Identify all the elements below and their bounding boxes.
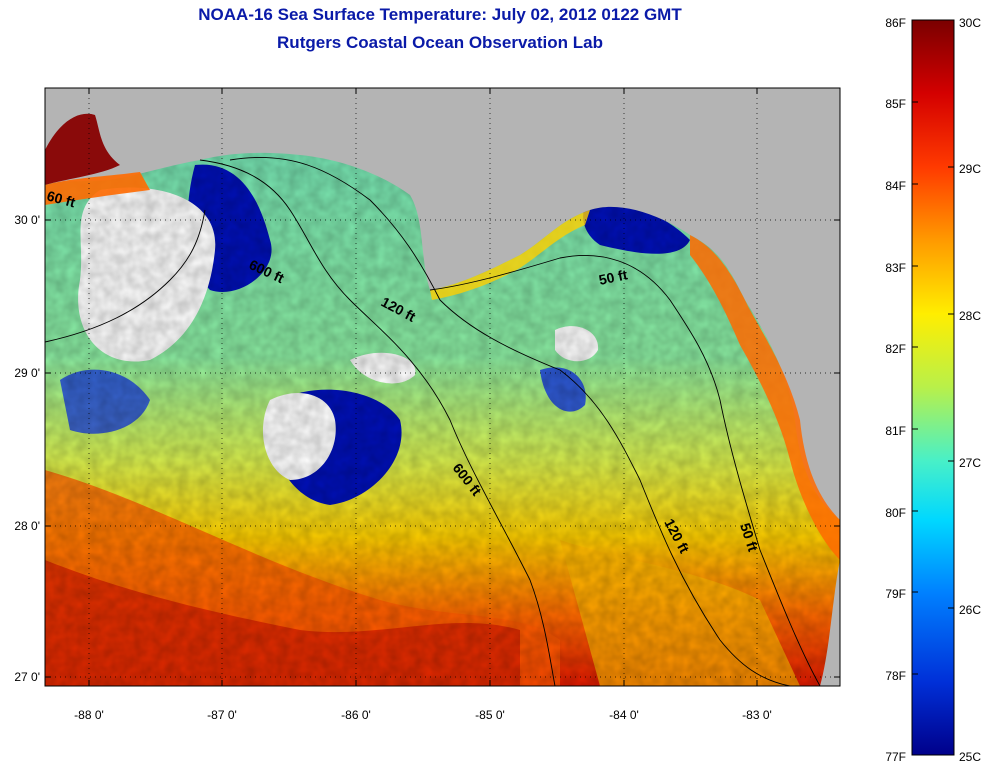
bathymetry-contours bbox=[45, 156, 821, 686]
x-tick-label: -88 0' bbox=[74, 708, 104, 722]
x-tick-label: -85 0' bbox=[475, 708, 505, 722]
colorbar-f-label: 78F bbox=[885, 669, 906, 683]
contour-line-50ft bbox=[429, 255, 821, 686]
map-subtitle: Rutgers Coastal Ocean Observation Lab bbox=[277, 33, 603, 52]
map-area bbox=[45, 88, 840, 686]
x-tick-label: -83 0' bbox=[742, 708, 772, 722]
contour-label: 60 ft bbox=[45, 187, 77, 210]
coastal-water bbox=[430, 210, 590, 300]
x-axis-labels: -88 0' -87 0' -86 0' -85 0' -84 0' -83 0… bbox=[74, 708, 772, 722]
colorbar-c-label: 30C bbox=[959, 16, 981, 30]
colorbar-border bbox=[911, 19, 955, 756]
colorbar-c-label: 28C bbox=[959, 309, 981, 323]
colorbar-f-label: 79F bbox=[885, 587, 906, 601]
colorbar-f-label: 85F bbox=[885, 97, 906, 111]
y-tick-label: 27 0' bbox=[14, 670, 40, 684]
colorbar-gradient bbox=[912, 20, 954, 755]
y-axis-labels: 30 0' 29 0' 28 0' 27 0' bbox=[14, 213, 40, 684]
colorbar-c-label: 25C bbox=[959, 750, 981, 764]
contour-line-600ft bbox=[199, 159, 556, 686]
colorbar-f-label: 82F bbox=[885, 342, 906, 356]
y-tick-label: 28 0' bbox=[14, 519, 40, 533]
contour-label: 50 ft bbox=[597, 266, 629, 288]
axis-ticks bbox=[45, 88, 840, 686]
map-title: NOAA-16 Sea Surface Temperature: July 02… bbox=[198, 5, 682, 24]
x-tick-label: -84 0' bbox=[609, 708, 639, 722]
x-tick-label: -86 0' bbox=[341, 708, 371, 722]
contour-line-60ft bbox=[45, 209, 206, 343]
colorbar-f-label: 84F bbox=[885, 179, 906, 193]
colorbar-f-label: 77F bbox=[885, 750, 906, 764]
warm-coastal-water bbox=[45, 172, 150, 205]
land-mass bbox=[45, 88, 840, 520]
colorbar-c-label: 29C bbox=[959, 162, 981, 176]
land-mass bbox=[820, 560, 840, 686]
contour-line-120ft bbox=[229, 156, 791, 686]
x-tick-label: -87 0' bbox=[207, 708, 237, 722]
colorbar: 86F 85F 84F 83F 82F 81F 80F 79F 78F 77F … bbox=[885, 16, 981, 764]
colorbar-f-label: 83F bbox=[885, 261, 906, 275]
y-tick-label: 30 0' bbox=[14, 213, 40, 227]
colorbar-f-label: 80F bbox=[885, 506, 906, 520]
warm-coastal-water bbox=[690, 235, 840, 560]
colorbar-f-label: 86F bbox=[885, 16, 906, 30]
colorbar-c-label: 26C bbox=[959, 603, 981, 617]
colorbar-c-label: 27C bbox=[959, 456, 981, 470]
warm-coastal-water bbox=[45, 113, 120, 185]
colorbar-f-label: 81F bbox=[885, 424, 906, 438]
map-border bbox=[44, 87, 841, 687]
y-tick-label: 29 0' bbox=[14, 366, 40, 380]
